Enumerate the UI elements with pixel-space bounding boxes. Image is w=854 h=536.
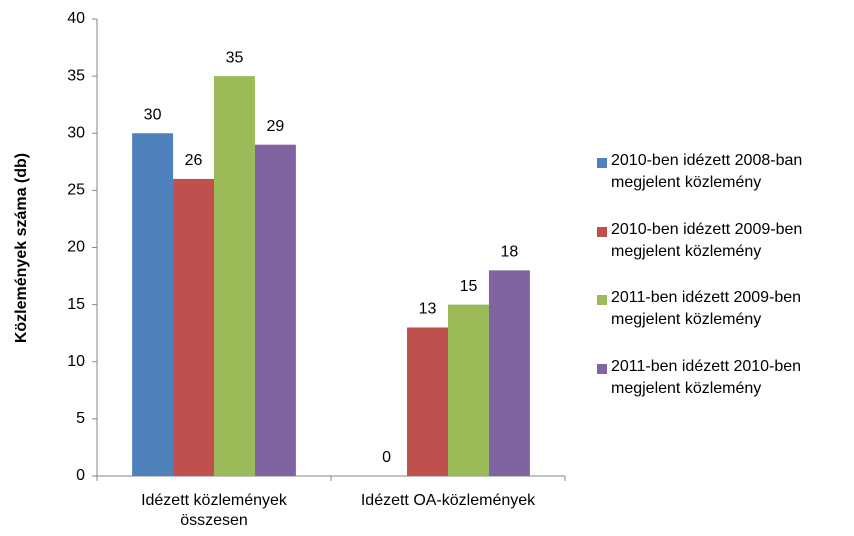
legend-label: 2010-ben idézett 2009-ben megjelent közl… — [611, 220, 803, 260]
y-tick-label: 10 — [67, 353, 85, 370]
y-tick-label: 0 — [76, 467, 85, 484]
legend-label: 2011-ben idézett 2009-ben megjelent közl… — [611, 289, 802, 328]
data-label: 26 — [185, 152, 203, 169]
data-label: 0 — [382, 449, 391, 466]
y-tick-label: 5 — [76, 410, 85, 427]
y-tick-label: 15 — [67, 296, 85, 313]
legend-label: 2011-ben idézett 2010-ben megjelent közl… — [611, 357, 802, 397]
data-label: 35 — [226, 49, 244, 66]
y-tick-label: 20 — [67, 239, 85, 256]
bar — [448, 304, 489, 476]
legend-label: 2010-ben idézett 2008-ban megjelent közl… — [611, 152, 803, 191]
data-label: 18 — [501, 244, 519, 261]
data-label: 15 — [460, 278, 478, 295]
y-tick-label: 25 — [67, 182, 85, 199]
legend-swatch — [597, 226, 607, 237]
data-label: 29 — [267, 118, 285, 135]
legend-swatch — [597, 158, 607, 168]
y-tick-label: 30 — [67, 124, 85, 141]
bar — [214, 76, 255, 476]
legend-swatch — [597, 295, 607, 305]
y-tick-label: 40 — [67, 10, 85, 27]
bar — [488, 270, 530, 476]
data-label: 30 — [144, 106, 162, 123]
y-axis-label: Közlemények száma (db) — [13, 153, 30, 343]
bar — [407, 327, 448, 476]
bar — [173, 178, 214, 476]
x-tick-label: Idézett közlemények összesen — [141, 492, 287, 529]
x-tick-label: Idézett OA-közlemények — [360, 492, 536, 509]
bar — [132, 133, 174, 476]
y-tick-label: 35 — [67, 67, 85, 84]
bar — [254, 144, 296, 477]
legend-swatch — [597, 363, 607, 374]
data-label: 13 — [419, 301, 437, 318]
